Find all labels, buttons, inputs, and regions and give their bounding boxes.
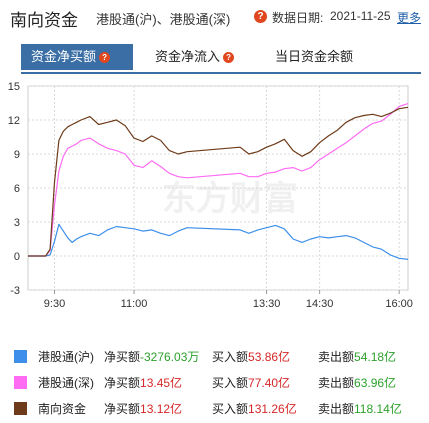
sell-label: 卖出额 — [318, 350, 355, 364]
legend-buy: 买入额131.26亿 — [212, 400, 297, 417]
legend-row-hgt-sz: 港股通(深) 净买额13.45亿 买入额77.40亿 卖出额63.96亿 — [0, 370, 429, 394]
line-chart: 东方财富 -3 0 3 6 9 12 15 9:30 11:00 13:30 14:30 16:00 — [8, 81, 413, 310]
date-value: 2021-11-25 — [330, 9, 391, 23]
legend-net-buy: 净买额13.12亿 — [104, 400, 182, 417]
watermark: 东方财富 — [162, 179, 298, 219]
header: 南向资金 港股通(沪)、港股通(深) ? 数据日期: 2021-11-25 更多 — [0, 0, 429, 34]
help-icon[interactable]: ? — [254, 10, 267, 23]
y-tick-label: 0 — [14, 251, 20, 263]
legend-buy: 买入额53.86亿 — [212, 348, 290, 365]
help-icon[interactable]: ? — [223, 52, 235, 64]
y-tick-label: 9 — [14, 149, 20, 161]
tab-bar: 资金净买额? 资金净流入? 当日资金余额 — [0, 44, 429, 72]
net-value: 13.45亿 — [140, 376, 183, 390]
tab-net-inflow-label: 资金净流入 — [155, 49, 221, 64]
page-subtitle: 港股通(沪)、港股通(深) — [96, 12, 231, 27]
y-tick-label: 6 — [14, 183, 20, 195]
page-title: 南向资金 — [10, 11, 78, 30]
tab-net-buy-label: 资金净买额 — [31, 49, 97, 64]
series-line-1 — [28, 103, 409, 257]
legend-name: 南向资金 — [38, 402, 87, 416]
buy-label: 买入额 — [212, 402, 249, 416]
net-label: 净买额 — [104, 376, 141, 390]
sell-value: 63.96亿 — [354, 376, 397, 390]
more-link[interactable]: 更多 — [397, 11, 422, 25]
x-tick-label: 14:30 — [306, 298, 334, 310]
legend-swatch-hgt-sz — [14, 376, 27, 389]
legend-name: 港股通(深) — [38, 376, 94, 390]
net-label: 净买额 — [104, 350, 141, 364]
legend-sell: 卖出额54.18亿 — [318, 348, 396, 365]
legend-net-buy: 净买额-3276.03万 — [104, 348, 199, 365]
buy-value: 131.26亿 — [248, 402, 297, 416]
sell-label: 卖出额 — [318, 376, 355, 390]
tab-daily-balance[interactable]: 当日资金余额 — [275, 44, 353, 70]
y-tick-label: 12 — [8, 115, 20, 127]
net-label: 净买额 — [104, 402, 141, 416]
sell-value: 118.14亿 — [354, 402, 402, 416]
help-icon[interactable]: ? — [99, 52, 111, 64]
tab-net-inflow[interactable]: 资金净流入? — [155, 44, 235, 70]
tab-daily-balance-label: 当日资金余额 — [275, 49, 354, 64]
legend-sell: 卖出额63.96亿 — [318, 374, 396, 391]
legend-swatch-hgt-sh — [14, 350, 27, 363]
legend-sell: 卖出额118.14亿 — [318, 400, 402, 417]
tab-net-buy[interactable]: 资金净买额? — [21, 44, 133, 70]
x-tick-label: 9:30 — [44, 298, 65, 310]
legend-swatch-south — [14, 402, 27, 415]
buy-label: 买入额 — [212, 376, 249, 390]
x-tick-label: 11:00 — [121, 298, 148, 310]
legend-row-hgt-sh: 港股通(沪) 净买额-3276.03万 买入额53.86亿 卖出额54.18亿 — [0, 344, 429, 368]
x-tick-label: 16:00 — [385, 298, 413, 310]
net-value: -3276.03万 — [140, 350, 200, 364]
buy-label: 买入额 — [212, 350, 249, 364]
sell-value: 54.18亿 — [354, 350, 397, 364]
sell-label: 卖出额 — [318, 402, 355, 416]
y-tick-label: -3 — [10, 285, 20, 297]
legend-name: 港股通(沪) — [38, 350, 94, 364]
tab-underline — [21, 72, 421, 74]
series-line-2 — [28, 106, 409, 257]
buy-value: 53.86亿 — [248, 350, 291, 364]
legend-net-buy: 净买额13.45亿 — [104, 374, 182, 391]
series-line-0 — [28, 223, 409, 260]
x-tick-label: 13:30 — [253, 298, 281, 310]
legend-row-south: 南向资金 净买额13.12亿 买入额131.26亿 卖出额118.14亿 — [0, 396, 429, 420]
legend-buy: 买入额77.40亿 — [212, 374, 290, 391]
y-tick-label: 3 — [14, 217, 20, 229]
date-label: 数据日期: — [272, 11, 324, 25]
net-value: 13.12亿 — [140, 402, 183, 416]
y-tick-label: 15 — [8, 81, 20, 93]
buy-value: 77.40亿 — [248, 376, 291, 390]
